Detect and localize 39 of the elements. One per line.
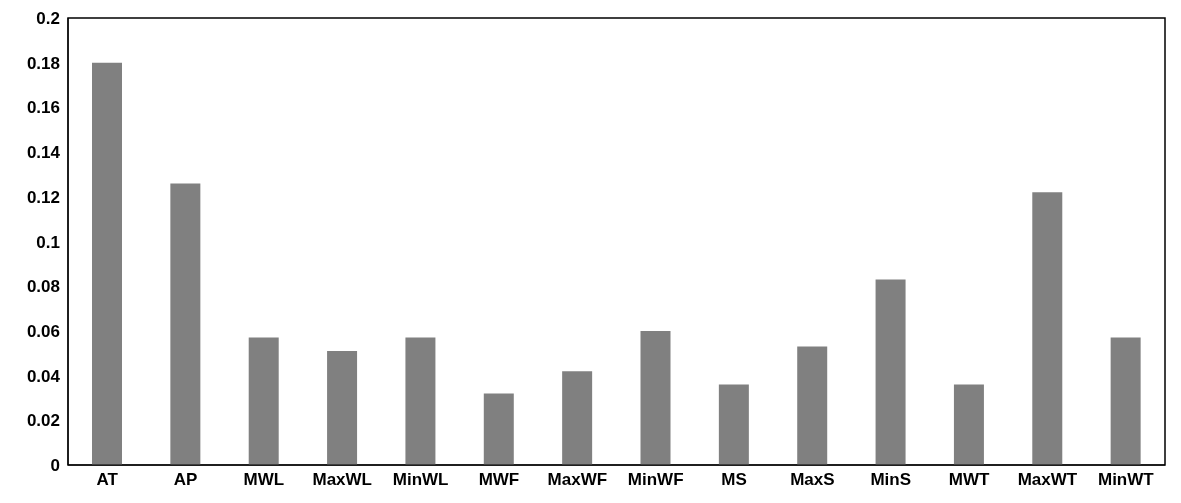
y-tick-label: 0.16 [26,98,60,118]
x-tick-label: AT [96,470,119,490]
x-tick-label: MWF [478,470,520,490]
bar [797,346,828,465]
x-tick-label: MWL [243,470,285,490]
bar [483,393,514,465]
bar [1032,192,1063,465]
x-tick-label: MaxWL [312,470,372,490]
bar [248,337,279,465]
x-tick-label: MinWF [627,470,684,490]
x-tick-label: MaxWF [547,470,608,490]
y-tick-label: 0.2 [36,9,60,29]
y-tick-label: 0.14 [26,143,61,163]
y-tick-label: 0.06 [26,321,60,341]
x-tick-label: MaxWT [1017,470,1078,490]
y-tick-label: 0.1 [36,232,60,252]
y-tick-label: 0.02 [26,411,60,431]
y-tick-label: 0.18 [26,53,60,73]
x-tick-label: MaxS [790,470,835,490]
bar [1110,337,1141,465]
x-tick-label: AP [173,470,198,490]
y-tick-label: 0.04 [26,366,61,386]
bar [170,183,201,465]
y-tick-label: 0 [50,456,60,476]
bar [562,371,593,465]
bar [405,337,436,465]
x-tick-label: MinWL [392,470,449,490]
bar [92,62,122,465]
bar [875,279,906,465]
x-tick-label: MinS [870,470,912,490]
bar [718,384,749,465]
x-tick-label: MS [721,470,747,490]
y-tick-label: 0.08 [26,277,60,297]
bar [953,384,984,465]
x-tick-label: MinWT [1097,470,1155,490]
bar [640,330,671,465]
x-tick-label: MWT [948,470,991,490]
bar [327,351,358,465]
y-tick-label: 0.12 [26,187,60,207]
